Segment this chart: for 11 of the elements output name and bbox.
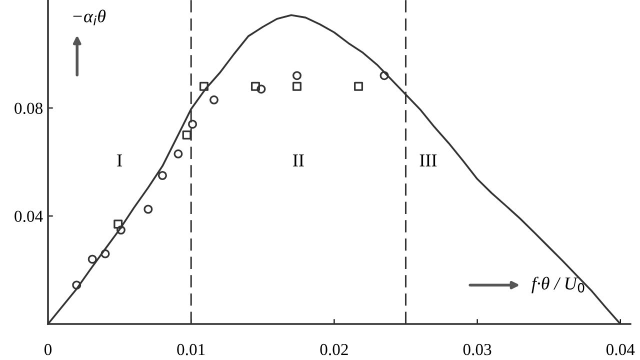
x-tick-label: 0	[44, 344, 52, 356]
x-tick-label: 0.02	[320, 344, 348, 356]
x-tick-label: 0.04	[606, 344, 635, 356]
x-tick-label: 0.03	[463, 344, 492, 356]
annotation: II	[293, 154, 304, 166]
y-axis-title: −α$_{i}$θ	[73, 10, 106, 26]
x-axis-title: f·θ / U$_{0}$	[532, 276, 584, 294]
annotation: I	[117, 154, 122, 166]
annotation: III	[420, 154, 437, 166]
x-tick-label: 0.01	[177, 344, 205, 356]
y-tick-label: 0.08	[14, 102, 43, 114]
